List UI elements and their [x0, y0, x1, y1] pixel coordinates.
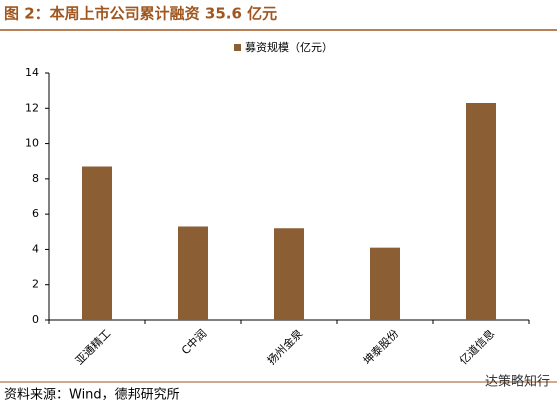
bar [274, 228, 304, 320]
y-tick-label: 0 [32, 313, 39, 326]
bar [82, 166, 112, 320]
source: 资料来源：Wind，德邦研究所 [4, 388, 180, 403]
chart-title: 图 2：本周上市公司累计融资 35.6 亿元 [4, 5, 277, 23]
x-tick-label: 亚通精工 [73, 327, 113, 367]
bar [370, 247, 400, 320]
bar [178, 226, 208, 320]
bar [466, 102, 496, 320]
x-tick-label: C中润 [178, 326, 209, 357]
y-tick-label: 4 [32, 242, 39, 255]
legend-label: 募资规模（亿元） [245, 40, 333, 54]
legend-swatch [234, 44, 241, 51]
y-tick-label: 12 [25, 101, 39, 114]
watermark: 达策略知行 [485, 374, 550, 390]
x-tick-label: 亿道信息 [456, 326, 497, 367]
y-tick-label: 14 [25, 66, 39, 79]
x-tick-label: 坤泰股份 [360, 326, 401, 367]
y-tick-label: 6 [32, 207, 39, 220]
y-tick-label: 2 [32, 278, 39, 291]
y-tick-label: 8 [32, 172, 39, 185]
x-tick-label: 扬州金泉 [264, 326, 305, 367]
y-tick-label: 10 [25, 137, 39, 150]
